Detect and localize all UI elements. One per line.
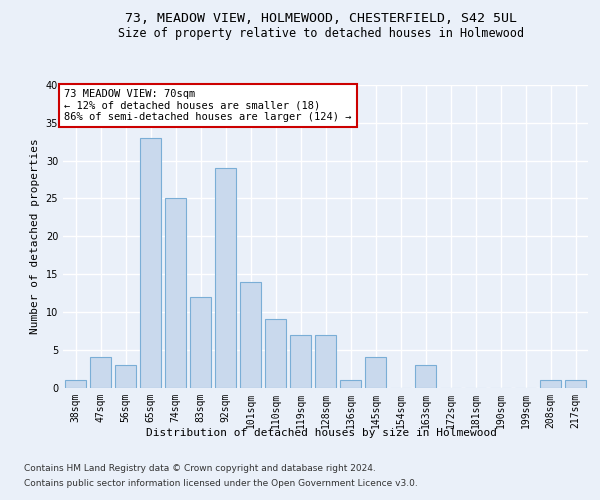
Bar [415, 365, 436, 388]
Text: Contains HM Land Registry data © Crown copyright and database right 2024.: Contains HM Land Registry data © Crown c… [24, 464, 376, 473]
Bar [90, 357, 111, 388]
Bar [540, 380, 561, 388]
Y-axis label: Number of detached properties: Number of detached properties [30, 138, 40, 334]
Bar [565, 380, 586, 388]
Bar [290, 334, 311, 388]
Bar [340, 380, 361, 388]
Bar [140, 138, 161, 388]
Bar [315, 334, 336, 388]
Text: 73, MEADOW VIEW, HOLMEWOOD, CHESTERFIELD, S42 5UL: 73, MEADOW VIEW, HOLMEWOOD, CHESTERFIELD… [125, 12, 517, 26]
Bar [265, 320, 286, 388]
Bar [65, 380, 86, 388]
Bar [240, 282, 261, 388]
Bar [365, 357, 386, 388]
Bar [190, 296, 211, 388]
Bar [165, 198, 186, 388]
Text: 73 MEADOW VIEW: 70sqm
← 12% of detached houses are smaller (18)
86% of semi-deta: 73 MEADOW VIEW: 70sqm ← 12% of detached … [64, 89, 352, 122]
Text: Contains public sector information licensed under the Open Government Licence v3: Contains public sector information licen… [24, 479, 418, 488]
Bar [215, 168, 236, 388]
Text: Size of property relative to detached houses in Holmewood: Size of property relative to detached ho… [118, 28, 524, 40]
Bar [115, 365, 136, 388]
Text: Distribution of detached houses by size in Holmewood: Distribution of detached houses by size … [146, 428, 497, 438]
